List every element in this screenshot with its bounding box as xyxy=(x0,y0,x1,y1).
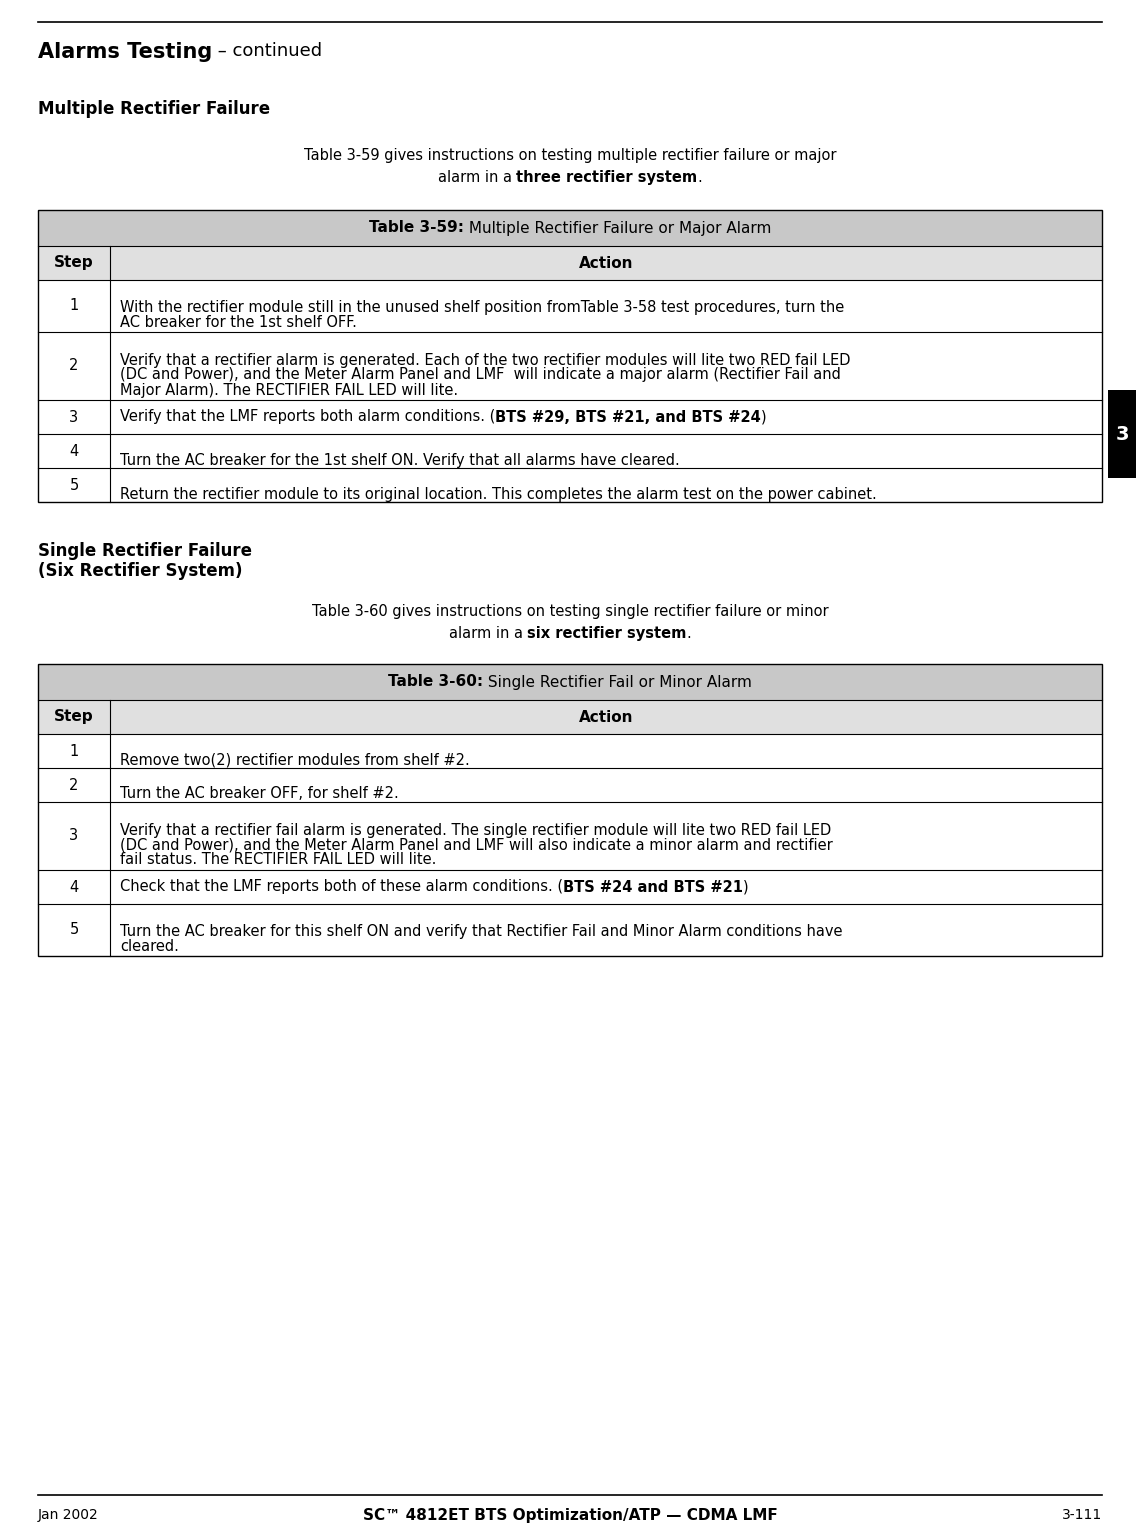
Text: 3-111: 3-111 xyxy=(1061,1508,1102,1522)
Bar xyxy=(38,210,1102,245)
Text: BTS #24 and BTS #21: BTS #24 and BTS #21 xyxy=(563,880,743,894)
Text: SC™ 4812ET BTS Optimization/ATP — CDMA LMF: SC™ 4812ET BTS Optimization/ATP — CDMA L… xyxy=(363,1508,777,1522)
Text: Major Alarm). The RECTIFIER FAIL LED will lite.: Major Alarm). The RECTIFIER FAIL LED wil… xyxy=(120,383,458,397)
Bar xyxy=(38,701,1102,734)
Text: 1: 1 xyxy=(70,299,79,314)
Text: Table 3-60 gives instructions on testing single rectifier failure or minor: Table 3-60 gives instructions on testing… xyxy=(311,604,829,619)
Text: 4: 4 xyxy=(70,443,79,458)
Text: Return the rectifier module to its original location. This completes the alarm t: Return the rectifier module to its origi… xyxy=(120,486,877,501)
Text: three rectifier system: three rectifier system xyxy=(516,170,698,185)
Text: Jan 2002: Jan 2002 xyxy=(38,1508,99,1522)
Text: Table 3-59 gives instructions on testing multiple rectifier failure or major: Table 3-59 gives instructions on testing… xyxy=(303,149,837,162)
Text: Multiple Rectifier Failure or Major Alarm: Multiple Rectifier Failure or Major Alar… xyxy=(464,221,771,236)
Text: 1: 1 xyxy=(70,744,79,759)
Text: With the rectifier module still in the unused shelf position fromTable 3-58 test: With the rectifier module still in the u… xyxy=(120,300,845,314)
Text: ): ) xyxy=(743,880,749,894)
Text: Single Rectifier Fail or Minor Alarm: Single Rectifier Fail or Minor Alarm xyxy=(483,675,752,690)
Text: 3: 3 xyxy=(70,828,79,843)
Text: (Six Rectifier System): (Six Rectifier System) xyxy=(38,563,243,579)
Bar xyxy=(38,664,1102,957)
Text: Table 3-59:: Table 3-59: xyxy=(369,221,464,236)
Text: 5: 5 xyxy=(70,923,79,938)
Text: .: . xyxy=(698,170,702,185)
Text: Single Rectifier Failure: Single Rectifier Failure xyxy=(38,543,252,560)
Text: 4: 4 xyxy=(70,880,79,894)
Text: Step: Step xyxy=(55,710,93,725)
Text: 3: 3 xyxy=(1115,425,1129,443)
Text: 2: 2 xyxy=(70,359,79,374)
Text: .: . xyxy=(686,625,691,641)
Text: 5: 5 xyxy=(70,477,79,492)
Text: Turn the AC breaker for the 1st shelf ON. Verify that all alarms have cleared.: Turn the AC breaker for the 1st shelf ON… xyxy=(120,452,679,468)
Text: fail status. The RECTIFIER FAIL LED will lite.: fail status. The RECTIFIER FAIL LED will… xyxy=(120,852,437,868)
Text: Alarms Testing: Alarms Testing xyxy=(38,41,212,61)
Text: Check that the LMF reports both of these alarm conditions. (: Check that the LMF reports both of these… xyxy=(120,880,563,894)
Text: alarm in a: alarm in a xyxy=(438,170,516,185)
Text: BTS #29, BTS #21, and BTS #24: BTS #29, BTS #21, and BTS #24 xyxy=(496,409,762,425)
Bar xyxy=(38,245,1102,281)
Text: Remove two(2) rectifier modules from shelf #2.: Remove two(2) rectifier modules from she… xyxy=(120,753,470,768)
Text: six rectifier system: six rectifier system xyxy=(527,625,686,641)
Text: – continued: – continued xyxy=(212,41,323,60)
Text: Verify that a rectifier alarm is generated. Each of the two rectifier modules wi: Verify that a rectifier alarm is generat… xyxy=(120,353,850,368)
Text: Turn the AC breaker for this shelf ON and verify that Rectifier Fail and Minor A: Turn the AC breaker for this shelf ON an… xyxy=(120,924,842,940)
Text: cleared.: cleared. xyxy=(120,940,179,954)
Text: alarm in a: alarm in a xyxy=(449,625,527,641)
Text: AC breaker for the 1st shelf OFF.: AC breaker for the 1st shelf OFF. xyxy=(120,314,357,330)
Text: Table 3-60:: Table 3-60: xyxy=(388,675,483,690)
Text: (DC and Power), and the Meter Alarm Panel and LMF  will indicate a major alarm (: (DC and Power), and the Meter Alarm Pane… xyxy=(120,368,841,383)
Text: Turn the AC breaker OFF, for shelf #2.: Turn the AC breaker OFF, for shelf #2. xyxy=(120,786,399,802)
Text: 2: 2 xyxy=(70,777,79,793)
Text: Multiple Rectifier Failure: Multiple Rectifier Failure xyxy=(38,100,270,118)
Text: Verify that the LMF reports both alarm conditions. (: Verify that the LMF reports both alarm c… xyxy=(120,409,496,425)
Text: Verify that a rectifier fail alarm is generated. The single rectifier module wil: Verify that a rectifier fail alarm is ge… xyxy=(120,823,831,837)
Text: Action: Action xyxy=(579,710,633,725)
Text: 3: 3 xyxy=(70,409,79,425)
Text: (DC and Power), and the Meter Alarm Panel and LMF will also indicate a minor ala: (DC and Power), and the Meter Alarm Pane… xyxy=(120,837,832,852)
Text: ): ) xyxy=(762,409,767,425)
Bar xyxy=(1108,389,1135,478)
Text: Action: Action xyxy=(579,256,633,270)
Bar xyxy=(38,664,1102,701)
Bar xyxy=(38,210,1102,501)
Text: Step: Step xyxy=(55,256,93,270)
